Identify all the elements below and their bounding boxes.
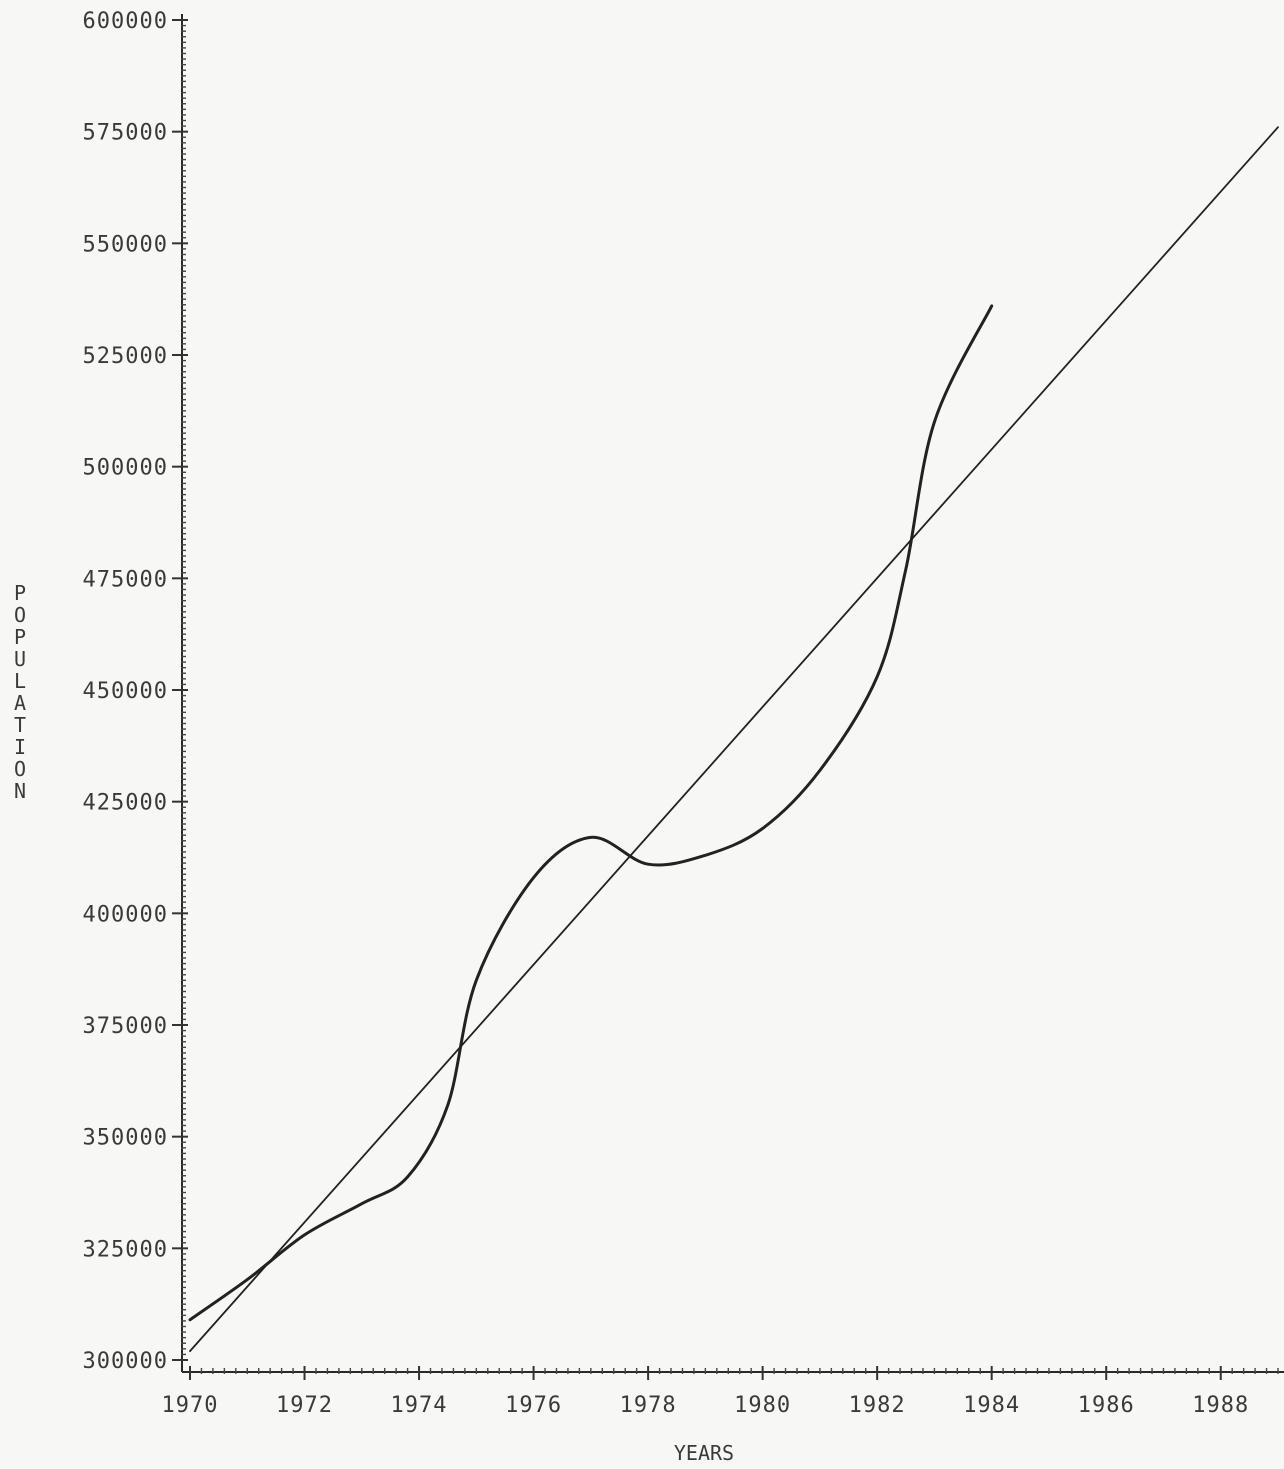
- x-tick-label: 1982: [849, 1393, 906, 1418]
- x-tick-label: 1970: [162, 1393, 219, 1418]
- y-tick-label: 500000: [83, 456, 168, 481]
- trend-line-series: [189, 126, 1279, 1352]
- x-tick-label: 1986: [1078, 1393, 1135, 1418]
- y-tick-label: 300000: [83, 1349, 168, 1374]
- series-layer: [188, 126, 1279, 1352]
- y-tick-label: 475000: [83, 567, 168, 592]
- x-tick-label: 1974: [391, 1393, 448, 1418]
- x-tick-label: 1976: [505, 1393, 562, 1418]
- x-tick-label: 1978: [620, 1393, 677, 1418]
- y-axis-title-letter: P: [14, 581, 26, 605]
- y-axis-title-letter: O: [14, 757, 26, 781]
- y-axis-title-letter: U: [14, 647, 26, 671]
- y-tick-label: 425000: [83, 791, 168, 816]
- y-axis-title-letter: I: [14, 735, 26, 759]
- y-axis-title-letter: P: [14, 625, 26, 649]
- y-axis-title-letter: T: [14, 713, 26, 737]
- y-tick-label: 600000: [83, 9, 168, 34]
- y-tick-label: 450000: [83, 679, 168, 704]
- x-tick-label: 1984: [963, 1393, 1020, 1418]
- population-curve-series: [188, 304, 994, 1322]
- x-axis-title: YEARS: [674, 1441, 734, 1465]
- y-tick-label: 400000: [83, 902, 168, 927]
- y-tick-label: 325000: [83, 1237, 168, 1262]
- y-tick-label: 375000: [83, 1014, 168, 1039]
- y-axis-title-letter: N: [14, 779, 26, 803]
- axes: [181, 14, 1284, 1373]
- y-axis-ticks: 300000 325000 350000 375000 400000 425000 4500…: [83, 9, 188, 1374]
- y-axis-title-letter: L: [14, 669, 26, 693]
- y-tick-label: 575000: [83, 121, 168, 146]
- x-tick-label: 1972: [276, 1393, 333, 1418]
- x-axis-ticks: 1970 1972 1974 1976 1978 1980 1982 1984 1986 1988: [162, 1366, 1279, 1418]
- y-axis-title-letter: O: [14, 603, 26, 627]
- x-tick-label: 1988: [1192, 1393, 1249, 1418]
- y-tick-label: 525000: [83, 344, 168, 369]
- x-tick-label: 1980: [734, 1393, 791, 1418]
- y-axis-title-letter: A: [14, 691, 26, 715]
- y-tick-label: 550000: [83, 232, 168, 257]
- y-tick-label: 350000: [83, 1126, 168, 1151]
